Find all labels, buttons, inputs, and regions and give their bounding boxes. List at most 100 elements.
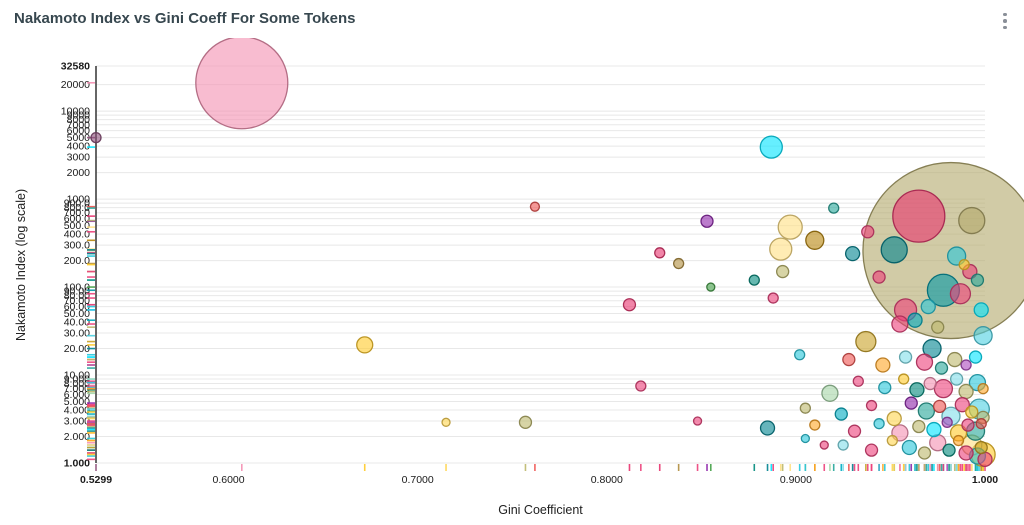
bubble [622, 298, 637, 312]
y-tick-label: 20000 [61, 79, 90, 91]
bubble [949, 372, 964, 386]
page-title: Nakamoto Index vs Gini Coeff For Some To… [14, 10, 356, 27]
bubble [977, 383, 989, 395]
kebab-menu-icon[interactable] [996, 10, 1014, 32]
y-tick-label: 60.00 [64, 301, 90, 313]
x-tick-label: 0.6000 [213, 474, 245, 486]
bubble [356, 336, 374, 354]
bubble [759, 420, 776, 436]
bubble [672, 257, 685, 270]
bubble [974, 440, 988, 455]
bubble [886, 410, 902, 427]
bubble [898, 350, 913, 364]
bubble [809, 419, 821, 431]
y-tick-label: 6.000 [64, 389, 90, 401]
bubble [794, 349, 806, 361]
bubble [891, 315, 909, 333]
y-tick-label: 4000 [67, 141, 91, 153]
bubble [844, 245, 861, 262]
bubble [923, 376, 937, 391]
bubble [942, 443, 956, 457]
y-tick-label: 70.00 [64, 295, 90, 307]
bubble [941, 416, 953, 428]
x-tick-label: 1.000 [972, 474, 998, 486]
bubble [767, 292, 779, 304]
y-tick-label: 1.000 [64, 458, 90, 470]
bubble [654, 247, 666, 259]
bubble [847, 424, 862, 438]
y-tick-label: 800.0 [64, 202, 90, 214]
y-tick-label: 9.000 [64, 374, 90, 386]
bubble [692, 416, 703, 426]
kebab-dot [1003, 19, 1007, 23]
bubble [872, 270, 886, 284]
bubble [800, 433, 810, 444]
bubble [776, 264, 790, 279]
y-tick-label: 7.000 [64, 383, 90, 395]
bubble [799, 402, 811, 414]
y-tick-label: 80.00 [64, 290, 90, 302]
bubble [907, 312, 923, 328]
bubble [920, 298, 936, 315]
bubble [777, 214, 803, 240]
bubble [828, 202, 840, 214]
y-tick-label: 300.0 [64, 240, 90, 252]
bubble [970, 273, 985, 287]
y-tick-label: 600.0 [64, 213, 90, 225]
bubble [915, 353, 934, 371]
bubble [901, 439, 918, 456]
bubble [975, 418, 987, 430]
bubble [952, 434, 965, 447]
bubble [961, 418, 975, 432]
bubble [934, 361, 949, 375]
y-tick-label: 40.00 [64, 317, 90, 329]
bubble [852, 375, 864, 387]
bubble [865, 399, 878, 412]
y-tick-label: 200.0 [64, 255, 90, 267]
y-tick-label: 8000 [67, 114, 91, 126]
y-tick-label: 500.0 [64, 220, 90, 232]
bubble [759, 135, 783, 159]
y-tick-label: 3.000 [64, 416, 90, 428]
x-tick-label: 0.7000 [402, 474, 434, 486]
y-tick-label: 100.0 [64, 282, 90, 294]
bubble [912, 419, 926, 434]
bubble [821, 384, 839, 402]
y-tick-label: 50.00 [64, 308, 90, 320]
bubble [880, 236, 908, 264]
bubble [917, 402, 936, 420]
y-tick-label: 90.00 [64, 286, 90, 298]
bubble [90, 131, 102, 144]
bubble [932, 399, 947, 414]
y-tick-label: 1000 [67, 194, 91, 206]
y-tick-label: 32580 [61, 61, 90, 73]
y-tick-label: 8.000 [64, 378, 90, 390]
bubble [931, 320, 945, 334]
chart-canvas: 1.000 2.000 3.0004.0005.0006.0007.0008.000… [61, 38, 1024, 486]
bubble [926, 421, 942, 438]
bubble [898, 373, 910, 385]
y-tick-label: 900.0 [64, 198, 90, 210]
bubble [977, 451, 993, 468]
bubble [892, 189, 946, 243]
bubble [529, 201, 541, 212]
y-tick-label: 6000 [67, 125, 91, 137]
y-tick-label: 9000 [67, 110, 91, 122]
bubble [769, 237, 793, 261]
bubble [958, 383, 974, 400]
bubble [954, 397, 970, 413]
bubble [700, 214, 714, 228]
bubble [805, 230, 825, 250]
y-tick-label: 20.00 [64, 343, 90, 355]
bubble [518, 415, 533, 429]
bubble [748, 274, 760, 286]
y-tick-label: 10.00 [64, 370, 90, 382]
bubble [837, 439, 849, 451]
y-tick-label: 4.000 [64, 405, 90, 417]
x-axis-title: Gini Coefficient [498, 503, 583, 517]
y-tick-label: 700.0 [64, 207, 90, 219]
bubble [195, 38, 289, 130]
bubble [861, 225, 875, 239]
bubble [933, 379, 954, 399]
